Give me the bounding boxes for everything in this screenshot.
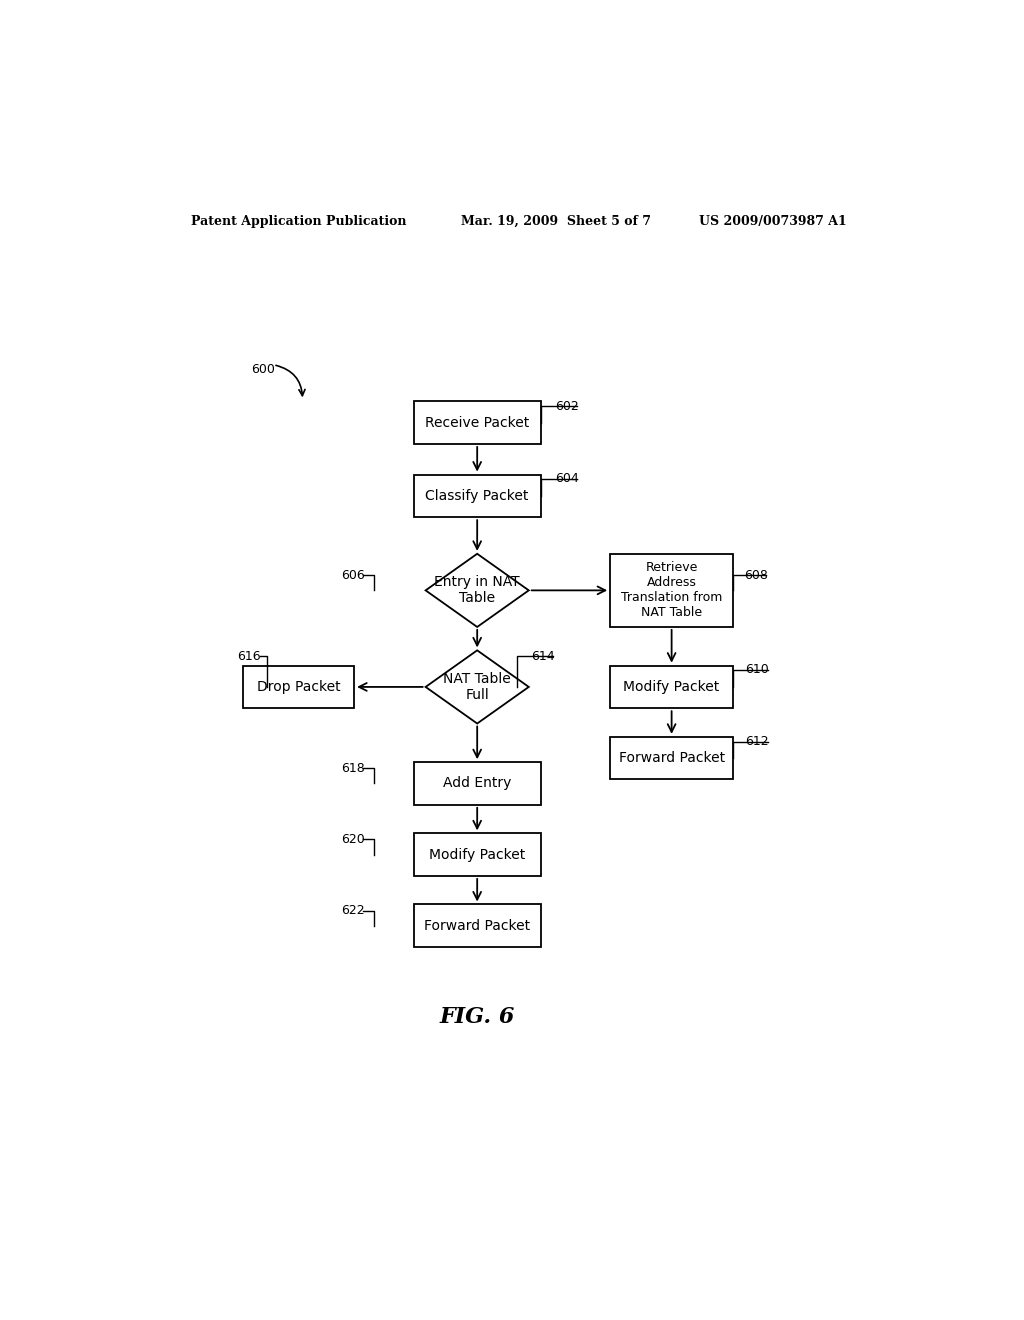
- Text: FIG. 6: FIG. 6: [439, 1006, 515, 1028]
- Text: Classify Packet: Classify Packet: [426, 488, 528, 503]
- FancyBboxPatch shape: [414, 833, 541, 876]
- Polygon shape: [426, 554, 528, 627]
- Text: 616: 616: [238, 649, 261, 663]
- Text: 606: 606: [341, 569, 365, 582]
- Text: US 2009/0073987 A1: US 2009/0073987 A1: [699, 215, 847, 228]
- FancyBboxPatch shape: [610, 737, 733, 779]
- Text: 620: 620: [341, 833, 365, 846]
- Text: Receive Packet: Receive Packet: [425, 416, 529, 430]
- Text: Modify Packet: Modify Packet: [624, 680, 720, 694]
- Text: 608: 608: [743, 569, 768, 582]
- Text: 610: 610: [745, 663, 769, 676]
- Text: Entry in NAT
Table: Entry in NAT Table: [434, 576, 520, 606]
- FancyBboxPatch shape: [610, 665, 733, 709]
- FancyBboxPatch shape: [414, 474, 541, 517]
- Text: Modify Packet: Modify Packet: [429, 847, 525, 862]
- Text: Retrieve
Address
Translation from
NAT Table: Retrieve Address Translation from NAT Ta…: [621, 561, 722, 619]
- Text: Forward Packet: Forward Packet: [424, 919, 530, 933]
- Text: 602: 602: [555, 400, 579, 413]
- Text: Forward Packet: Forward Packet: [618, 751, 725, 766]
- Polygon shape: [426, 651, 528, 723]
- Text: NAT Table
Full: NAT Table Full: [443, 672, 511, 702]
- Text: Patent Application Publication: Patent Application Publication: [191, 215, 407, 228]
- FancyBboxPatch shape: [414, 401, 541, 444]
- FancyBboxPatch shape: [414, 762, 541, 805]
- Text: 622: 622: [341, 904, 365, 917]
- FancyBboxPatch shape: [414, 904, 541, 948]
- Text: 604: 604: [555, 473, 579, 484]
- Text: Drop Packet: Drop Packet: [257, 680, 340, 694]
- Text: Add Entry: Add Entry: [443, 776, 511, 791]
- Text: Mar. 19, 2009  Sheet 5 of 7: Mar. 19, 2009 Sheet 5 of 7: [461, 215, 651, 228]
- Text: 600: 600: [251, 363, 274, 376]
- FancyBboxPatch shape: [243, 665, 354, 709]
- FancyBboxPatch shape: [610, 554, 733, 627]
- Text: 612: 612: [745, 735, 769, 748]
- Text: 614: 614: [531, 649, 555, 663]
- Text: 618: 618: [341, 762, 365, 775]
